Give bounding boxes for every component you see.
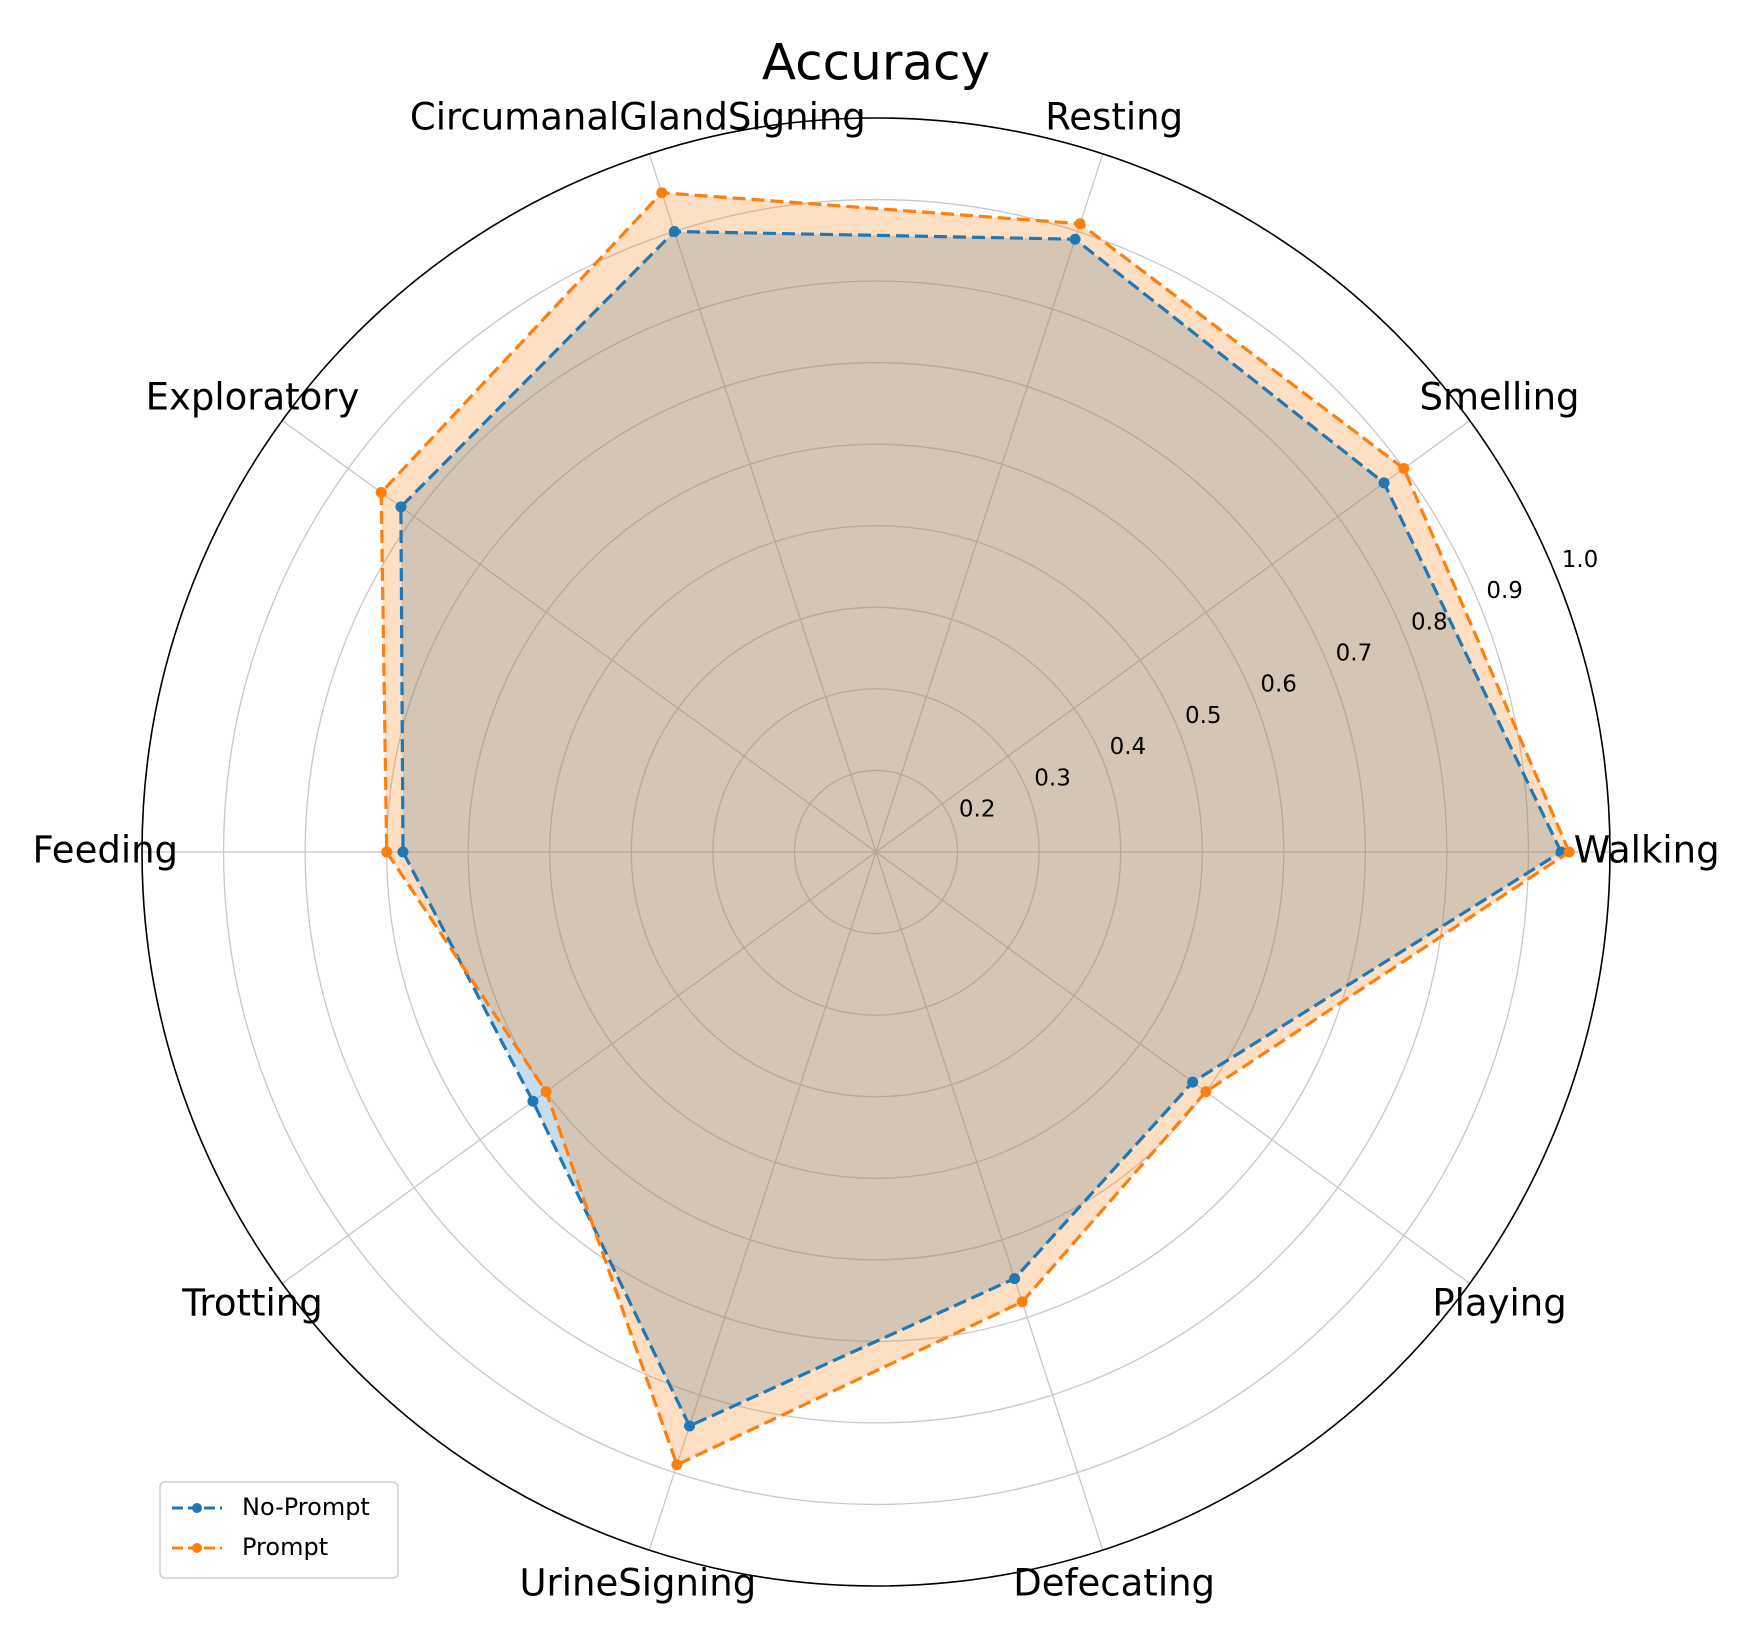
spoke xyxy=(648,851,877,1551)
point xyxy=(1398,463,1410,475)
category-label: Walking xyxy=(1574,829,1720,872)
category-label: Defecating xyxy=(1013,1561,1215,1604)
r-tick-label: 0.7 xyxy=(1336,641,1373,667)
spoke xyxy=(875,851,1104,1551)
point xyxy=(1009,1273,1021,1285)
point xyxy=(1563,846,1575,858)
legend-box xyxy=(159,1481,399,1579)
point xyxy=(397,846,409,858)
point xyxy=(1074,218,1086,230)
point xyxy=(656,187,668,199)
point xyxy=(1016,1296,1028,1308)
series-area xyxy=(381,192,1570,1465)
category-label: Playing xyxy=(1432,1282,1566,1325)
category-label: CircumanalGlandSigning xyxy=(410,96,866,139)
frame xyxy=(141,117,1611,1587)
r-tick-label: 0.3 xyxy=(1034,765,1071,791)
series-area xyxy=(400,231,1562,1426)
spoke xyxy=(875,153,1104,853)
point xyxy=(668,225,680,237)
series-line xyxy=(399,229,1564,1429)
category-label: Exploratory xyxy=(146,375,360,418)
legend-marker xyxy=(192,1503,202,1513)
point xyxy=(375,486,387,498)
point xyxy=(395,501,407,513)
r-tick-label: 0.6 xyxy=(1260,672,1297,698)
chart-title: Accuracy xyxy=(762,34,990,92)
legend-marker xyxy=(192,1543,202,1553)
point xyxy=(540,1086,552,1098)
point xyxy=(1200,1086,1212,1098)
r-tick-label: 0.8 xyxy=(1411,609,1448,635)
category-label: Trotting xyxy=(181,1282,322,1325)
category-label: UrineSigning xyxy=(519,1561,756,1604)
legend-label: No-Prompt xyxy=(242,1493,370,1521)
point xyxy=(1378,477,1390,489)
point xyxy=(1069,233,1081,245)
point xyxy=(671,1459,683,1471)
r-tick-label: 0.2 xyxy=(959,797,996,823)
r-tick-label: 0.5 xyxy=(1185,703,1222,729)
r-tick-label: 1.0 xyxy=(1562,547,1599,573)
point xyxy=(381,846,393,858)
r-tick-label: 0.4 xyxy=(1110,734,1147,760)
category-label: Resting xyxy=(1045,96,1183,139)
spoke xyxy=(648,153,877,853)
legend: No-Prompt Prompt xyxy=(159,1481,399,1579)
category-label: Feeding xyxy=(33,829,179,872)
series-line xyxy=(379,191,1572,1468)
point xyxy=(684,1420,696,1432)
legend-label: Prompt xyxy=(242,1533,328,1561)
spoke xyxy=(875,420,1471,853)
category-label: Smelling xyxy=(1419,375,1579,418)
point xyxy=(1187,1076,1199,1088)
point xyxy=(527,1095,539,1107)
spoke xyxy=(875,851,1471,1284)
r-tick-label: 0.9 xyxy=(1486,578,1523,604)
spoke xyxy=(281,851,877,1284)
